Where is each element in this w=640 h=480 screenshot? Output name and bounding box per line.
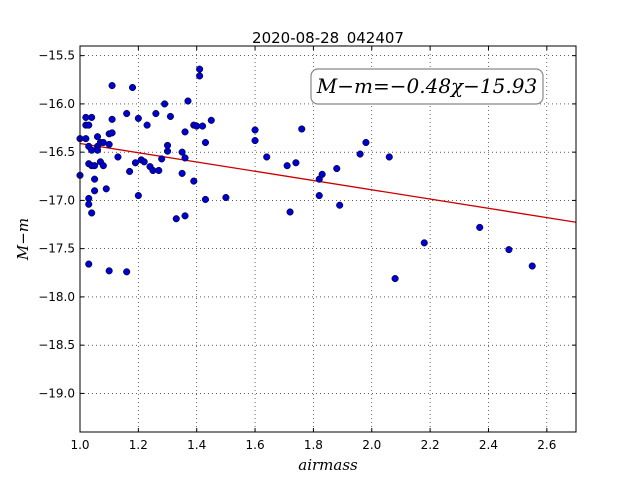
y-tick-label: −15.5 bbox=[38, 49, 75, 63]
data-point bbox=[318, 170, 326, 178]
y-axis-label: M−m bbox=[14, 218, 32, 261]
data-point bbox=[286, 208, 294, 216]
data-point bbox=[222, 193, 230, 202]
data-point bbox=[91, 187, 99, 195]
data-point bbox=[178, 148, 186, 156]
y-tick-label: −16.0 bbox=[38, 97, 75, 111]
data-point bbox=[298, 125, 306, 133]
data-point bbox=[140, 158, 148, 166]
data-point bbox=[85, 121, 93, 129]
data-point bbox=[178, 169, 186, 177]
data-point bbox=[82, 135, 90, 143]
data-point bbox=[196, 65, 204, 73]
data-point bbox=[85, 260, 93, 268]
data-point bbox=[161, 100, 169, 108]
data-point bbox=[385, 153, 393, 161]
x-tick-label: 2.4 bbox=[479, 438, 498, 452]
data-point bbox=[126, 167, 134, 175]
data-point bbox=[123, 268, 131, 276]
data-point bbox=[251, 126, 259, 134]
data-point bbox=[476, 223, 484, 231]
x-tick-label: 1.2 bbox=[129, 438, 148, 452]
data-point bbox=[333, 165, 341, 173]
y-tick-label: −16.5 bbox=[38, 145, 75, 159]
data-point bbox=[207, 116, 215, 124]
data-point bbox=[99, 162, 107, 170]
y-tick-label: −17.5 bbox=[38, 242, 75, 256]
data-point bbox=[93, 133, 102, 141]
data-point bbox=[163, 141, 172, 149]
data-point bbox=[172, 215, 180, 223]
data-point bbox=[143, 121, 151, 129]
data-point bbox=[108, 115, 116, 123]
equation-box-frame bbox=[310, 68, 544, 105]
y-axis-ticks: −15.5 −16.0 −16.5 −17.0 −17.5 −18.0 −18.5 −19.0 bbox=[38, 49, 576, 400]
chart-title: 2020-08-28_042407 bbox=[252, 29, 404, 48]
data-point bbox=[251, 137, 259, 145]
data-point bbox=[315, 192, 323, 200]
data-point bbox=[105, 140, 113, 148]
data-point bbox=[93, 146, 102, 154]
data-point bbox=[184, 97, 192, 105]
data-point bbox=[158, 155, 166, 163]
data-point bbox=[336, 201, 344, 209]
data-point bbox=[108, 129, 116, 137]
data-point bbox=[528, 262, 536, 270]
plot-frame bbox=[79, 45, 577, 433]
data-point bbox=[391, 275, 399, 283]
data-point bbox=[283, 162, 291, 170]
x-tick-label: 1.4 bbox=[187, 438, 206, 452]
data-point bbox=[181, 128, 189, 136]
x-tick-label: 1.0 bbox=[70, 438, 89, 452]
fit-equation: M−m=−0.48χ−15.93 bbox=[316, 74, 537, 98]
data-point bbox=[181, 154, 189, 162]
x-axis-ticks: 1.0 1.2 1.4 1.6 1.8 2.0 2.2 2.4 2.6 bbox=[70, 46, 556, 452]
data-point bbox=[108, 82, 116, 90]
data-point bbox=[134, 192, 142, 200]
y-tick-label: −18.5 bbox=[38, 338, 75, 352]
y-tick-label: −17.0 bbox=[38, 193, 75, 207]
data-point bbox=[105, 267, 113, 275]
data-points bbox=[76, 65, 536, 283]
data-point bbox=[420, 239, 428, 247]
data-point bbox=[88, 209, 96, 217]
data-point bbox=[128, 83, 137, 92]
data-point bbox=[102, 185, 110, 193]
x-tick-label: 2.6 bbox=[537, 438, 556, 452]
data-point bbox=[201, 138, 210, 147]
data-point bbox=[190, 177, 198, 185]
data-point bbox=[362, 138, 370, 147]
y-tick-label: −19.0 bbox=[38, 386, 75, 400]
x-tick-label: 2.2 bbox=[421, 438, 440, 452]
x-axis-label: airmass bbox=[298, 456, 358, 474]
data-point bbox=[263, 153, 271, 161]
data-point bbox=[91, 162, 99, 170]
data-point bbox=[91, 175, 99, 183]
data-point bbox=[356, 150, 364, 158]
data-point bbox=[134, 114, 142, 122]
grid-lines bbox=[79, 46, 576, 432]
data-point bbox=[198, 122, 207, 130]
data-point bbox=[196, 72, 204, 80]
data-point bbox=[85, 200, 93, 208]
data-point bbox=[88, 113, 96, 121]
y-tick-label: −18.0 bbox=[38, 290, 75, 304]
data-point bbox=[201, 195, 210, 203]
equation-box: M−m=−0.48χ−15.93 bbox=[310, 68, 544, 105]
data-point bbox=[131, 159, 139, 167]
x-tick-label: 1.8 bbox=[304, 438, 323, 452]
data-point bbox=[123, 110, 131, 118]
x-tick-label: 1.6 bbox=[246, 438, 265, 452]
data-point bbox=[114, 153, 122, 161]
data-point bbox=[152, 110, 160, 118]
data-point bbox=[505, 246, 513, 254]
data-point bbox=[166, 112, 174, 120]
x-tick-label: 2.0 bbox=[362, 438, 381, 452]
data-point bbox=[292, 159, 300, 167]
data-point bbox=[181, 212, 189, 220]
data-point bbox=[155, 166, 163, 175]
